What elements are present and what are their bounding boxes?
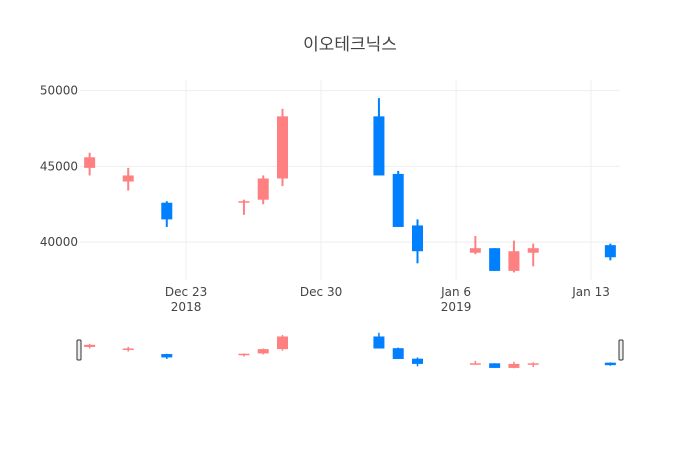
mini-candle [489,363,501,368]
mini-candle-body [508,363,520,368]
candle-body [373,116,385,176]
mini-candle-body [238,353,250,356]
y-tick-label: 50000 [40,84,78,98]
candle-body [238,201,250,203]
mini-candle [469,360,481,365]
mini-candle [392,347,404,359]
x-tick-label: Jan 13 [571,285,610,299]
candle[interactable] [412,219,423,264]
mini-candle [604,362,616,366]
mini-candle-body [527,363,539,365]
mini-candle [277,334,288,351]
mini-candle-body [489,363,501,368]
candle-body [527,248,539,253]
mini-candle-body [122,348,134,350]
x-tick-label: Dec 23 [165,285,207,299]
mini-candle [84,343,96,349]
candle-body [277,116,288,179]
mini-candle [373,332,385,349]
mini-candle-body [277,336,288,350]
mini-candle-body [161,354,173,358]
mini-candle [122,346,134,352]
mini-candle [257,348,269,355]
range-slider-background[interactable] [80,331,620,370]
candle[interactable] [122,167,134,191]
candle-body [84,157,96,168]
x-tick-year-label: 2019 [441,300,472,314]
mini-candle [238,353,250,357]
candle[interactable] [489,248,501,271]
range-slider-left-handle[interactable] [76,339,82,361]
mini-candle [412,357,423,367]
range-slider-right-handle[interactable] [618,339,624,361]
candle[interactable] [238,199,250,215]
candle-body [122,175,134,182]
mini-candle-body [392,348,404,359]
mini-candle [161,353,173,359]
range-slider[interactable] [76,331,624,370]
mini-candle-body [412,358,423,364]
candle-body [392,173,404,227]
candle-body [161,202,173,220]
candles-layer[interactable] [84,98,616,273]
x-tick-label: Dec 30 [300,285,342,299]
candle-body [469,248,481,253]
mini-candle-body [604,362,616,366]
candle[interactable] [161,201,173,227]
grid-layer [80,80,620,280]
candle[interactable] [527,243,539,267]
mini-candle-body [257,349,269,354]
candle[interactable] [257,175,269,205]
mini-candle-body [373,336,385,349]
candle[interactable] [373,98,385,176]
candle[interactable] [277,108,288,187]
mini-candle [508,361,520,369]
y-tick-label: 45000 [40,159,78,173]
candle-body [412,225,423,252]
x-tick-label: Jan 6 [440,285,471,299]
candle-body [604,245,616,258]
range-slider-candles [84,332,616,369]
candle[interactable] [84,152,96,176]
candle[interactable] [604,243,616,261]
candle[interactable] [392,170,404,227]
mini-candle-body [84,344,96,347]
candle-body [257,178,269,200]
x-tick-year-label: 2018 [171,300,202,314]
candle-body [508,251,520,271]
mini-candle-body [469,363,481,365]
y-axis-ticks: 40000 45000 50000 [40,84,78,250]
candle-body [489,248,501,271]
y-tick-label: 40000 [40,235,78,249]
candle[interactable] [469,236,481,255]
mini-candle [527,362,539,367]
candle[interactable] [508,240,520,273]
chart-title: 이오테크닉스 [303,35,397,55]
